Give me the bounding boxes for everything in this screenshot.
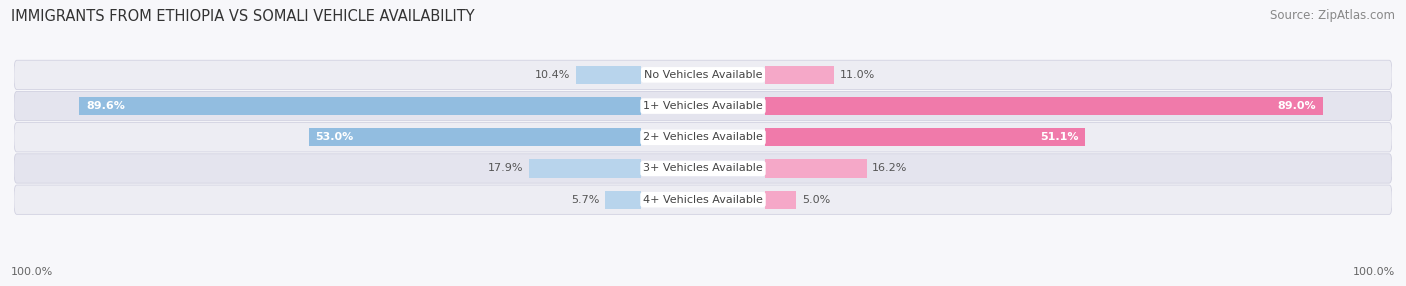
Text: 5.7%: 5.7% (571, 195, 600, 205)
FancyBboxPatch shape (14, 154, 1392, 183)
Text: 1+ Vehicles Available: 1+ Vehicles Available (643, 101, 763, 111)
Text: Source: ZipAtlas.com: Source: ZipAtlas.com (1270, 9, 1395, 21)
Text: 89.0%: 89.0% (1278, 101, 1316, 111)
Bar (765, 97, 1323, 115)
Bar (765, 159, 866, 178)
Bar (529, 159, 641, 178)
FancyBboxPatch shape (14, 123, 1392, 152)
Text: 100.0%: 100.0% (11, 267, 53, 277)
Text: 3+ Vehicles Available: 3+ Vehicles Available (643, 164, 763, 174)
Text: 16.2%: 16.2% (872, 164, 907, 174)
Text: 11.0%: 11.0% (839, 70, 875, 80)
Bar (765, 191, 796, 209)
Text: No Vehicles Available: No Vehicles Available (644, 70, 762, 80)
Text: 4+ Vehicles Available: 4+ Vehicles Available (643, 195, 763, 205)
Text: 17.9%: 17.9% (488, 164, 523, 174)
FancyBboxPatch shape (14, 185, 1392, 214)
Text: 100.0%: 100.0% (1353, 267, 1395, 277)
FancyBboxPatch shape (14, 92, 1392, 121)
Text: 53.0%: 53.0% (315, 132, 354, 142)
Bar (309, 128, 641, 146)
Text: 51.1%: 51.1% (1040, 132, 1078, 142)
Bar (765, 66, 834, 84)
Bar (765, 128, 1085, 146)
FancyBboxPatch shape (14, 60, 1392, 90)
Bar (576, 66, 641, 84)
Text: 89.6%: 89.6% (86, 101, 125, 111)
Text: 2+ Vehicles Available: 2+ Vehicles Available (643, 132, 763, 142)
Text: IMMIGRANTS FROM ETHIOPIA VS SOMALI VEHICLE AVAILABILITY: IMMIGRANTS FROM ETHIOPIA VS SOMALI VEHIC… (11, 9, 475, 23)
Text: 5.0%: 5.0% (801, 195, 830, 205)
Bar (605, 191, 641, 209)
Bar (79, 97, 641, 115)
Text: 10.4%: 10.4% (534, 70, 571, 80)
